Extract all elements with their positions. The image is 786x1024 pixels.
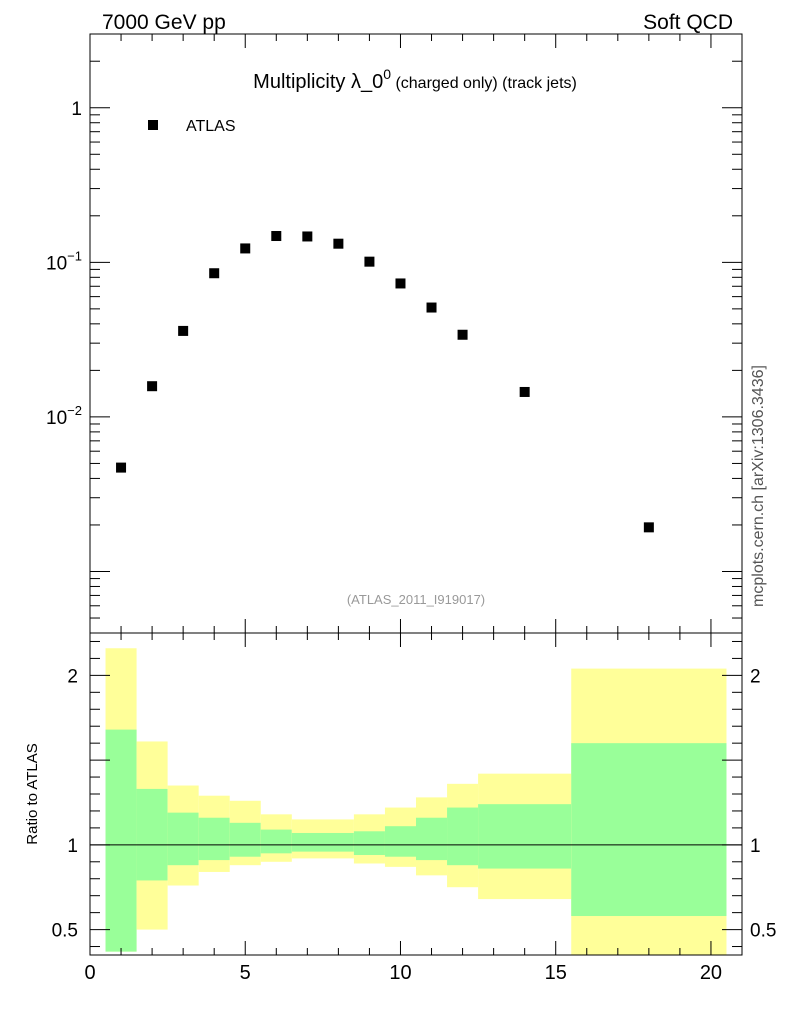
y-tick-label: 10−1 [46, 248, 82, 274]
y-tick-base: 10 [46, 408, 67, 429]
header-right: Soft QCD [643, 11, 733, 34]
analysis-label: (ATLAS_2011_I919017) [347, 592, 485, 607]
data-point [519, 386, 530, 397]
ratio-y-tick-label-left: 0.5 [52, 921, 78, 942]
green-band-7 [353, 831, 385, 856]
y-tick-label: 1 [71, 99, 82, 120]
x-tick-label: 5 [240, 962, 251, 984]
data-point [426, 302, 437, 313]
data-point [116, 462, 127, 473]
ratio-y-tick-label-right: 1 [750, 836, 761, 857]
green-band-10 [447, 807, 479, 866]
ratio-y-tick-label-right: 0.5 [750, 921, 776, 942]
data-point [178, 325, 189, 336]
data-point [364, 256, 375, 267]
y-tick-base: 10 [46, 253, 67, 274]
x-tick-label: 20 [700, 962, 722, 984]
green-band-3 [198, 817, 230, 861]
y-tick-base: 1 [71, 99, 82, 120]
title-small: (charged only) (track jets) [391, 75, 577, 92]
ratio-y-tick-label-left: 2 [67, 666, 78, 687]
x-tick-label: 10 [389, 962, 411, 984]
title-main: Multiplicity λ_0 [253, 71, 383, 93]
data-point [240, 243, 251, 254]
title-sup: 0 [383, 66, 391, 82]
green-band-0 [105, 729, 137, 952]
y-tick-label: 10−2 [46, 403, 82, 429]
green-band-5 [260, 829, 292, 854]
data-point [209, 268, 220, 279]
data-point [333, 238, 344, 249]
main-y-tick-labels: 110−110−2 [46, 99, 82, 429]
green-band-9 [416, 817, 448, 861]
data-point [271, 231, 282, 242]
data-points [116, 231, 654, 533]
green-band-4 [229, 822, 261, 857]
ratio-y-tick-label-right: 2 [750, 666, 761, 687]
green-band-8 [384, 826, 416, 857]
x-tick-labels: 0 5 10 15 20 [84, 962, 722, 984]
green-band-12 [571, 743, 727, 917]
side-label: mcplots.cern.ch [arXiv:1306.3436] [750, 365, 767, 607]
main-title: Multiplicity λ_00 (charged only) (track … [253, 66, 577, 93]
main-panel: 110−110−2 Multiplicity λ_00 (charged onl… [46, 33, 743, 634]
green-band-11 [478, 804, 572, 869]
legend-label: ATLAS [186, 118, 236, 135]
data-point [395, 278, 406, 289]
ratio-y-tick-labels: 0.5 0.5 1 1 2 2 [52, 666, 777, 941]
main-ticks [89, 33, 743, 634]
x-tick-label: 0 [84, 962, 95, 984]
data-point [147, 381, 158, 392]
green-band-1 [136, 788, 168, 881]
data-point [643, 522, 654, 533]
ratio-ylabel: Ratio to ATLAS [24, 743, 41, 844]
ratio-panel: 0.5 0.5 1 1 2 2 0 5 10 15 20 Ratio to ATLAS [24, 632, 777, 984]
green-band-6 [291, 832, 354, 852]
y-tick-exp: −2 [67, 403, 82, 418]
green-band-2 [167, 812, 199, 866]
x-tick-label: 15 [545, 962, 567, 984]
ratio-y-tick-label-left: 1 [67, 836, 78, 857]
header-left: 7000 GeV pp [102, 11, 226, 34]
legend-marker [148, 120, 158, 130]
data-point [457, 329, 468, 340]
uncertainty-bands [105, 648, 727, 955]
data-point [302, 231, 313, 242]
ratio-ticks [89, 633, 743, 955]
y-tick-exp: −1 [67, 248, 82, 263]
